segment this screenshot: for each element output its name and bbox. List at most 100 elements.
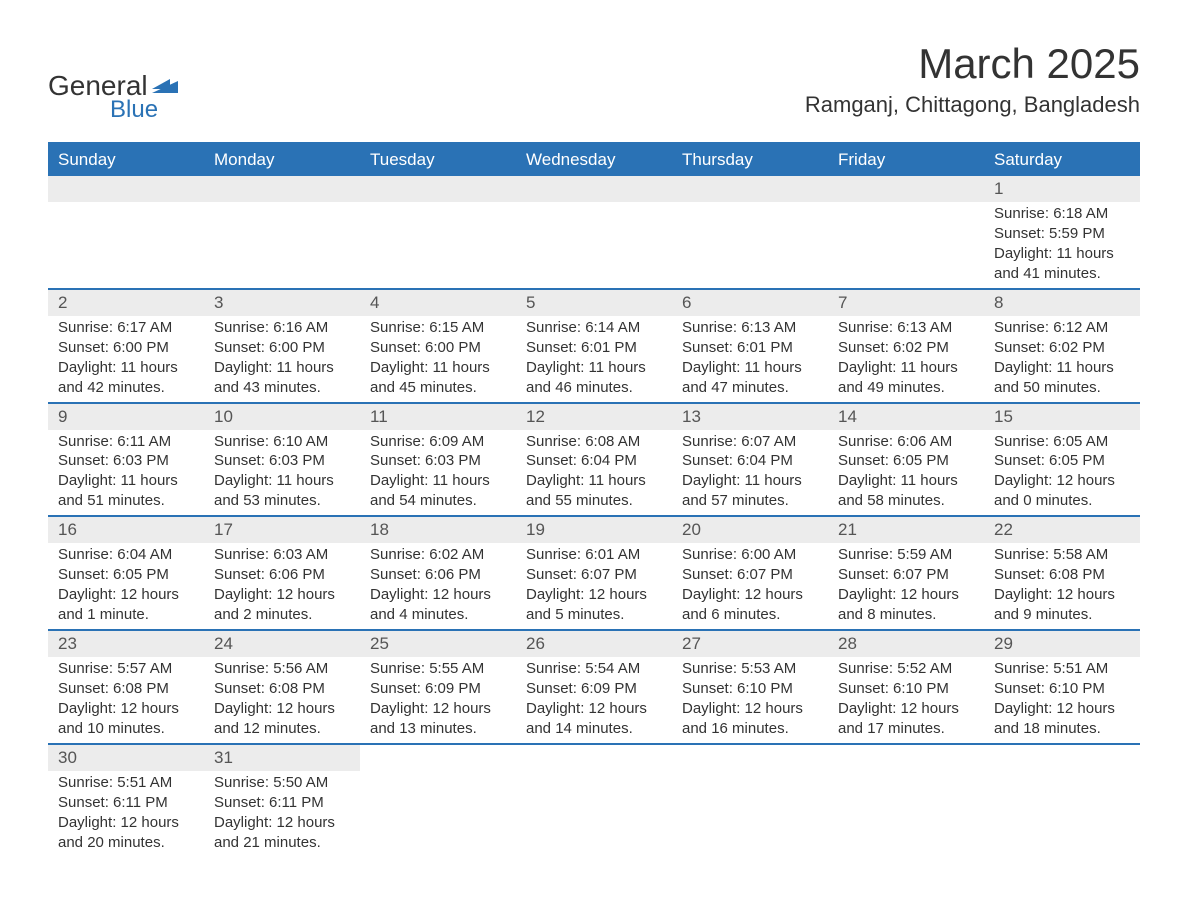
day-body: Sunrise: 6:08 AMSunset: 6:04 PMDaylight:… [516,430,672,516]
day-cell: 29Sunrise: 5:51 AMSunset: 6:10 PMDayligh… [984,631,1140,743]
sunset-text: Sunset: 6:09 PM [526,679,662,699]
day-cell: 4Sunrise: 6:15 AMSunset: 6:00 PMDaylight… [360,290,516,402]
month-title: March 2025 [805,40,1140,88]
daylight-text: Daylight: 12 hours and 20 minutes. [58,813,194,853]
week-row: 30Sunrise: 5:51 AMSunset: 6:11 PMDayligh… [48,745,1140,857]
daylight-text: Daylight: 11 hours and 53 minutes. [214,471,350,511]
sunset-text: Sunset: 6:05 PM [994,451,1130,471]
sunrise-text: Sunrise: 6:13 AM [838,318,974,338]
day-cell: 21Sunrise: 5:59 AMSunset: 6:07 PMDayligh… [828,517,984,629]
day-headers-row: SundayMondayTuesdayWednesdayThursdayFrid… [48,144,1140,176]
week-row: 16Sunrise: 6:04 AMSunset: 6:05 PMDayligh… [48,517,1140,631]
week-row: 2Sunrise: 6:17 AMSunset: 6:00 PMDaylight… [48,290,1140,404]
day-cell: 7Sunrise: 6:13 AMSunset: 6:02 PMDaylight… [828,290,984,402]
day-number: 16 [48,517,204,543]
day-body: Sunrise: 6:10 AMSunset: 6:03 PMDaylight:… [204,430,360,516]
sunrise-text: Sunrise: 6:09 AM [370,432,506,452]
sunrise-text: Sunrise: 6:05 AM [994,432,1130,452]
day-body: Sunrise: 6:18 AMSunset: 5:59 PMDaylight:… [984,202,1140,288]
day-number: 26 [516,631,672,657]
day-cell: 2Sunrise: 6:17 AMSunset: 6:00 PMDaylight… [48,290,204,402]
day-cell: 10Sunrise: 6:10 AMSunset: 6:03 PMDayligh… [204,404,360,516]
sunrise-text: Sunrise: 6:03 AM [214,545,350,565]
day-body: Sunrise: 5:50 AMSunset: 6:11 PMDaylight:… [204,771,360,857]
day-cell: 25Sunrise: 5:55 AMSunset: 6:09 PMDayligh… [360,631,516,743]
daylight-text: Daylight: 12 hours and 21 minutes. [214,813,350,853]
day-cell [984,745,1140,857]
day-cell: 1Sunrise: 6:18 AMSunset: 5:59 PMDaylight… [984,176,1140,288]
daylight-text: Daylight: 12 hours and 0 minutes. [994,471,1130,511]
sunset-text: Sunset: 6:10 PM [682,679,818,699]
day-cell: 8Sunrise: 6:12 AMSunset: 6:02 PMDaylight… [984,290,1140,402]
sunrise-text: Sunrise: 5:59 AM [838,545,974,565]
sunrise-text: Sunrise: 5:57 AM [58,659,194,679]
day-header: Monday [204,144,360,176]
sunset-text: Sunset: 6:06 PM [214,565,350,585]
day-number [672,176,828,202]
logo: General Blue [48,40,178,124]
day-number: 4 [360,290,516,316]
day-body: Sunrise: 5:52 AMSunset: 6:10 PMDaylight:… [828,657,984,743]
sunset-text: Sunset: 6:03 PM [58,451,194,471]
day-cell: 23Sunrise: 5:57 AMSunset: 6:08 PMDayligh… [48,631,204,743]
daylight-text: Daylight: 11 hours and 41 minutes. [994,244,1130,284]
day-body: Sunrise: 5:58 AMSunset: 6:08 PMDaylight:… [984,543,1140,629]
day-cell: 13Sunrise: 6:07 AMSunset: 6:04 PMDayligh… [672,404,828,516]
day-body: Sunrise: 6:05 AMSunset: 6:05 PMDaylight:… [984,430,1140,516]
day-header: Tuesday [360,144,516,176]
day-number [204,176,360,202]
day-cell: 14Sunrise: 6:06 AMSunset: 6:05 PMDayligh… [828,404,984,516]
day-number [828,176,984,202]
daylight-text: Daylight: 11 hours and 49 minutes. [838,358,974,398]
day-number: 7 [828,290,984,316]
sunrise-text: Sunrise: 6:13 AM [682,318,818,338]
day-cell: 6Sunrise: 6:13 AMSunset: 6:01 PMDaylight… [672,290,828,402]
sunset-text: Sunset: 6:04 PM [682,451,818,471]
sunset-text: Sunset: 6:04 PM [526,451,662,471]
location-text: Ramganj, Chittagong, Bangladesh [805,92,1140,118]
day-number: 29 [984,631,1140,657]
day-body: Sunrise: 5:57 AMSunset: 6:08 PMDaylight:… [48,657,204,743]
sunrise-text: Sunrise: 5:50 AM [214,773,350,793]
day-number: 27 [672,631,828,657]
sunrise-text: Sunrise: 6:07 AM [682,432,818,452]
sunset-text: Sunset: 6:07 PM [682,565,818,585]
header: General Blue March 2025 Ramganj, Chittag… [48,40,1140,124]
sunrise-text: Sunrise: 6:06 AM [838,432,974,452]
sunset-text: Sunset: 6:11 PM [214,793,350,813]
sunrise-text: Sunrise: 6:11 AM [58,432,194,452]
sunrise-text: Sunrise: 5:51 AM [58,773,194,793]
day-header: Saturday [984,144,1140,176]
sunset-text: Sunset: 6:03 PM [370,451,506,471]
day-header: Friday [828,144,984,176]
sunset-text: Sunset: 6:00 PM [214,338,350,358]
day-number: 10 [204,404,360,430]
title-block: March 2025 Ramganj, Chittagong, Banglade… [805,40,1140,118]
week-row: 1Sunrise: 6:18 AMSunset: 5:59 PMDaylight… [48,176,1140,290]
day-number: 1 [984,176,1140,202]
sunset-text: Sunset: 6:00 PM [370,338,506,358]
daylight-text: Daylight: 11 hours and 42 minutes. [58,358,194,398]
sunset-text: Sunset: 6:02 PM [838,338,974,358]
day-number: 19 [516,517,672,543]
sunrise-text: Sunrise: 5:54 AM [526,659,662,679]
day-cell [672,176,828,288]
day-number [516,176,672,202]
sunrise-text: Sunrise: 6:14 AM [526,318,662,338]
day-number: 6 [672,290,828,316]
day-cell: 16Sunrise: 6:04 AMSunset: 6:05 PMDayligh… [48,517,204,629]
day-body: Sunrise: 6:09 AMSunset: 6:03 PMDaylight:… [360,430,516,516]
day-body: Sunrise: 6:11 AMSunset: 6:03 PMDaylight:… [48,430,204,516]
day-cell [204,176,360,288]
day-number: 18 [360,517,516,543]
day-cell: 15Sunrise: 6:05 AMSunset: 6:05 PMDayligh… [984,404,1140,516]
day-cell [360,745,516,857]
daylight-text: Daylight: 12 hours and 4 minutes. [370,585,506,625]
day-body: Sunrise: 6:17 AMSunset: 6:00 PMDaylight:… [48,316,204,402]
sunset-text: Sunset: 6:05 PM [838,451,974,471]
week-row: 23Sunrise: 5:57 AMSunset: 6:08 PMDayligh… [48,631,1140,745]
day-body: Sunrise: 5:55 AMSunset: 6:09 PMDaylight:… [360,657,516,743]
day-cell: 5Sunrise: 6:14 AMSunset: 6:01 PMDaylight… [516,290,672,402]
sunrise-text: Sunrise: 6:04 AM [58,545,194,565]
sunrise-text: Sunrise: 5:56 AM [214,659,350,679]
